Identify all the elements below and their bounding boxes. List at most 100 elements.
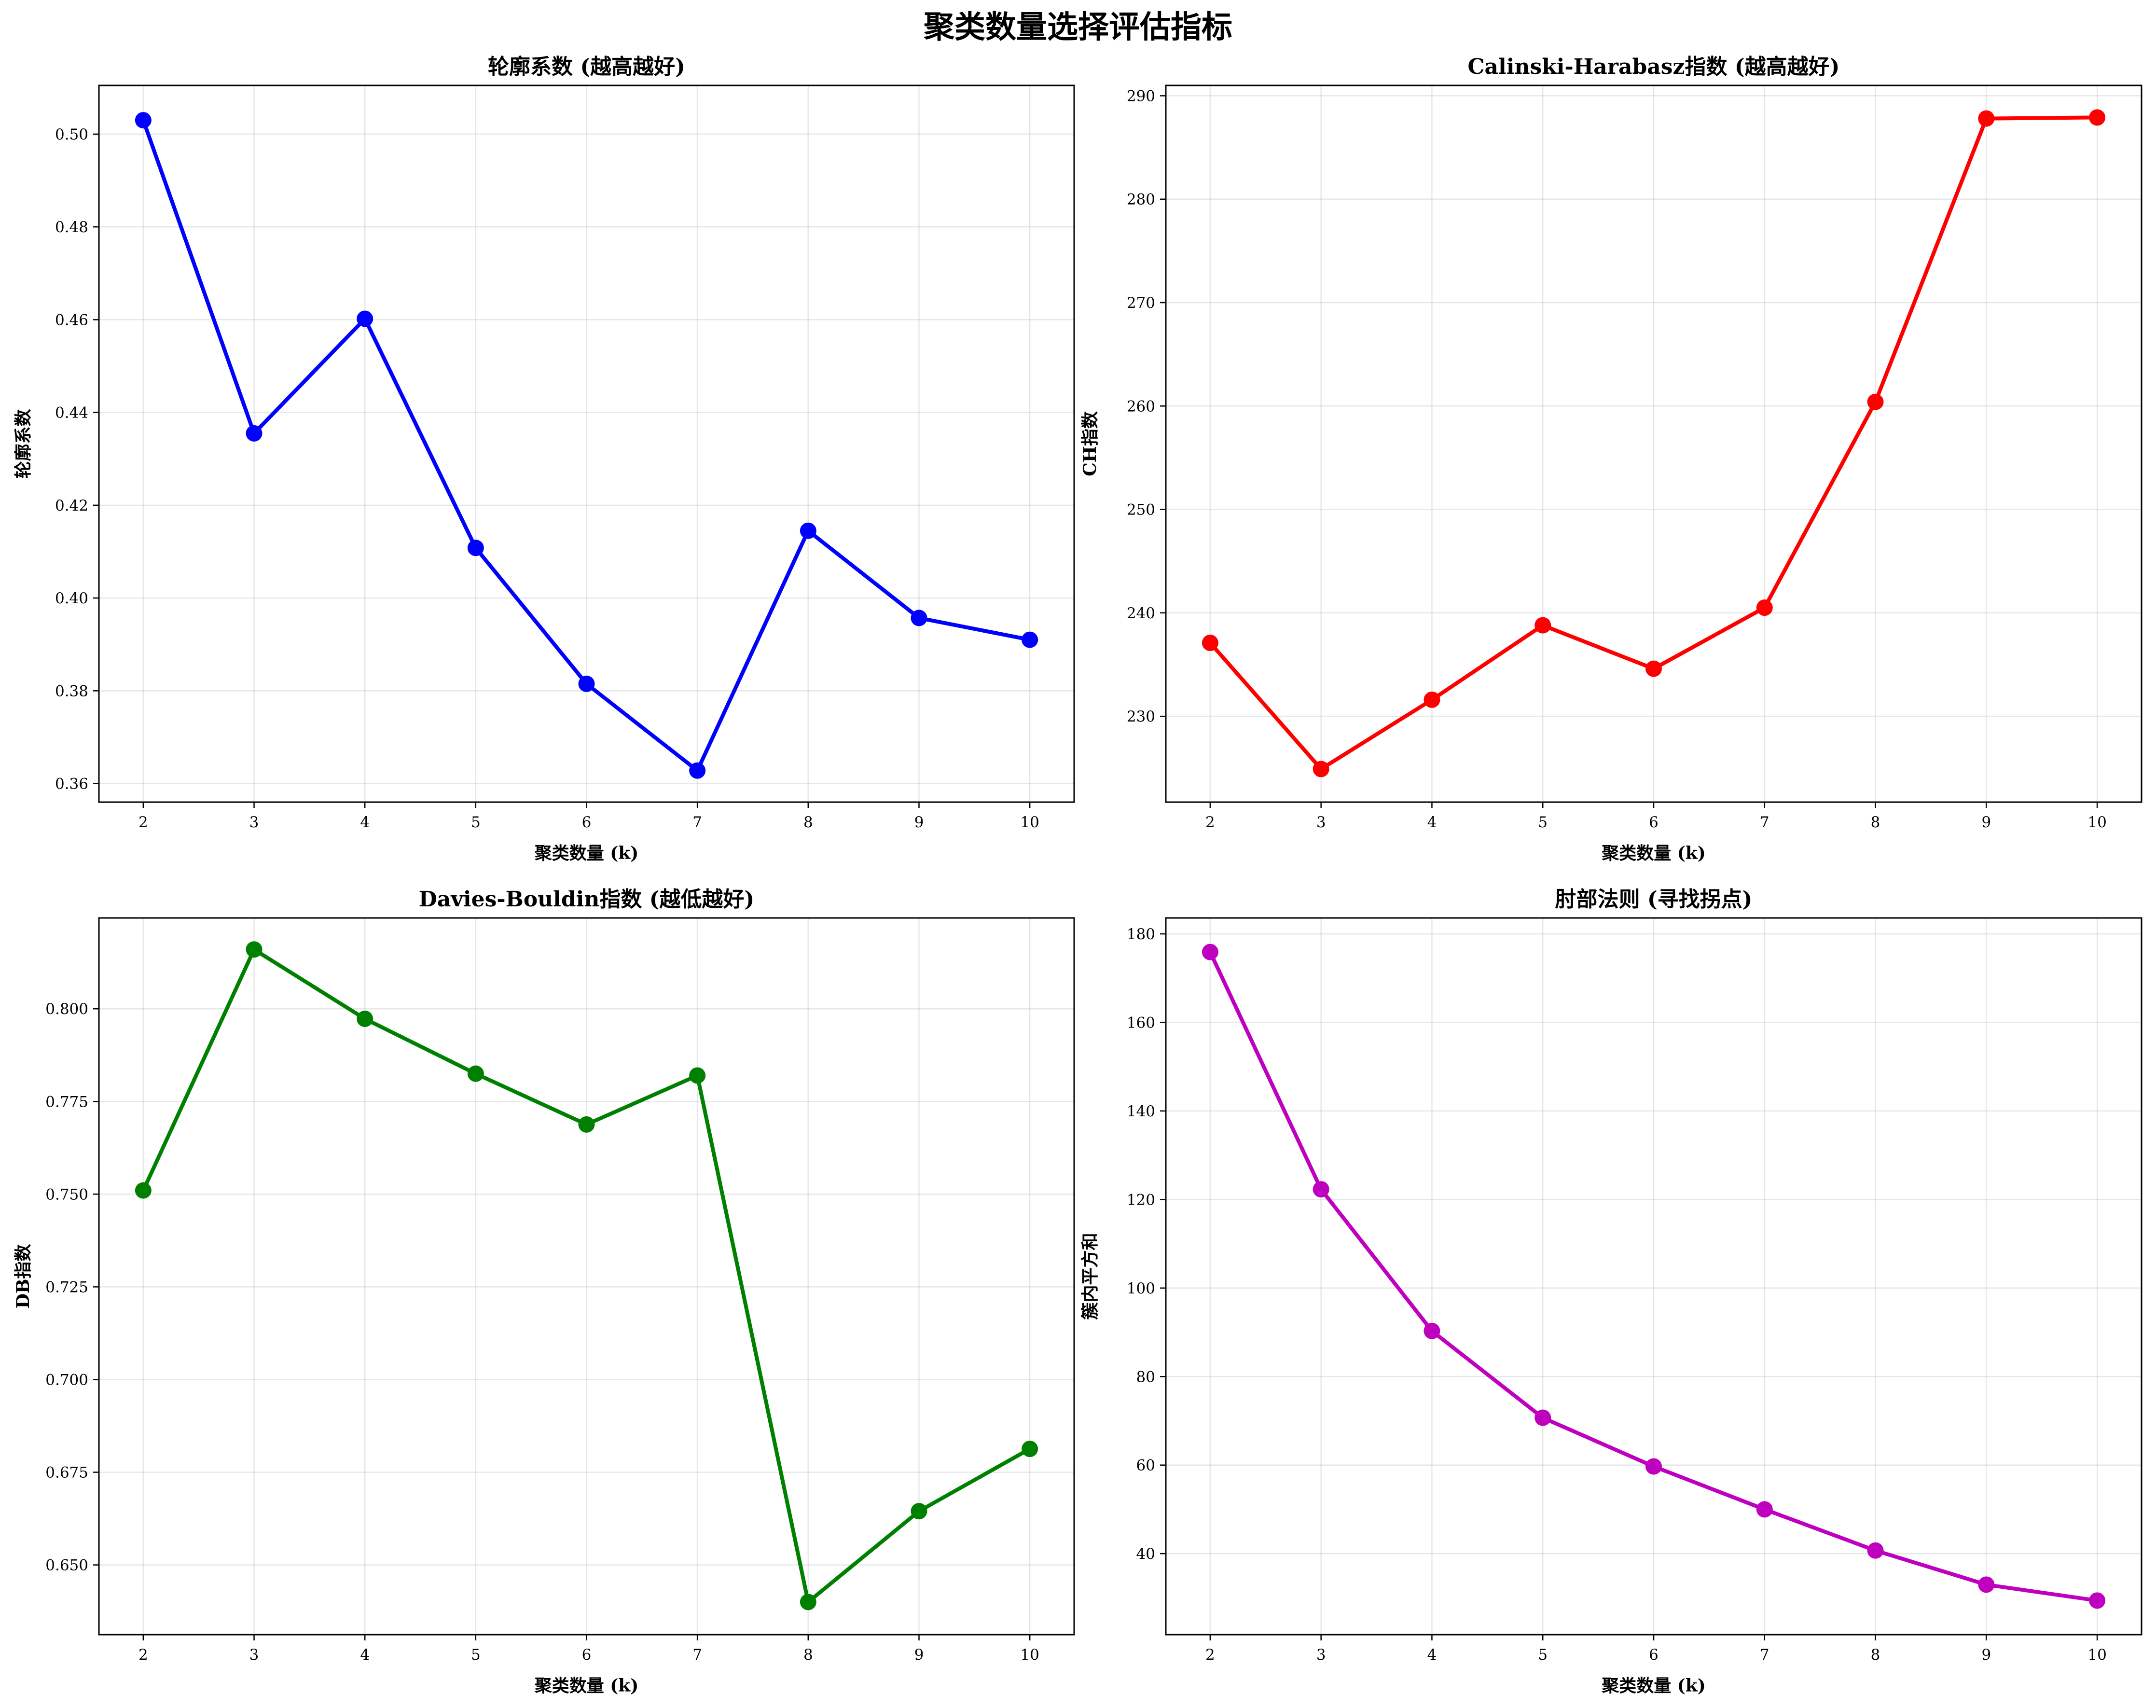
x-tick-label: 2 [138, 814, 148, 831]
y-axis-label: CH指数 [1080, 411, 1100, 476]
x-tick-label: 9 [1981, 1646, 1991, 1664]
data-point [2089, 109, 2106, 126]
data-point [246, 425, 263, 442]
subplot-title: Calinski-Harabasz指数 (越高越好) [1468, 55, 1840, 79]
data-point [800, 1594, 816, 1611]
y-tick-label: 280 [1127, 191, 1155, 208]
x-tick-label: 8 [803, 1646, 813, 1664]
data-point [135, 112, 152, 129]
axes-frame [98, 84, 1075, 803]
x-tick-label: 10 [1020, 814, 1039, 831]
x-tick-label: 6 [582, 1646, 592, 1664]
x-axis-label: 聚类数量 (k) [534, 843, 639, 863]
data-point [1313, 761, 1329, 778]
y-tick-label: 140 [1127, 1103, 1155, 1120]
y-tick-label: 100 [1127, 1280, 1155, 1297]
y-tick-label: 260 [1127, 398, 1155, 415]
y-tick-label: 0.700 [45, 1371, 88, 1389]
data-point [1978, 1576, 1995, 1593]
data-point [1756, 1501, 1773, 1518]
y-axis-label: 轮廓系数 [13, 409, 33, 478]
data-point [1534, 617, 1551, 634]
y-tick-label: 80 [1136, 1368, 1155, 1386]
data-point [1978, 110, 1995, 127]
data-point [1022, 1441, 1038, 1458]
x-tick-label: 9 [914, 814, 924, 831]
data-point [689, 1067, 706, 1084]
data-point [246, 941, 263, 958]
y-tick-label: 290 [1127, 87, 1155, 105]
x-tick-label: 7 [692, 814, 702, 831]
grid [1166, 85, 2142, 802]
x-tick-label: 7 [1760, 1646, 1769, 1664]
x-tick-label: 7 [692, 1646, 702, 1664]
data-point [467, 1065, 484, 1082]
data-point [911, 1503, 927, 1520]
y-tick-label: 0.775 [45, 1093, 88, 1111]
data-point [578, 1116, 595, 1133]
x-tick-label: 8 [1871, 1646, 1880, 1664]
y-tick-label: 270 [1127, 294, 1155, 312]
subplot-davies-bouldin: Davies-Bouldin指数 (越低越好) 聚类数量 (k) DB指数 2 3… [13, 887, 1075, 1696]
y-tick-label: 0.38 [55, 682, 88, 700]
y-tick-label: 0.46 [55, 311, 88, 329]
data-point [1202, 635, 1218, 651]
y-tick-label: 0.36 [55, 776, 88, 793]
data-point [1645, 660, 1662, 677]
data-point [1202, 944, 1218, 960]
x-tick-label: 9 [914, 1646, 924, 1664]
y-tick-label: 60 [1136, 1457, 1155, 1474]
data-point [1424, 691, 1440, 708]
plot-area: 2 3 4 5 6 7 8 9 10 230 240 250 260 270 280 290 [1127, 84, 2142, 831]
x-tick-label: 5 [1538, 814, 1548, 831]
x-tick-label: 10 [2087, 814, 2106, 831]
y-tick-label: 230 [1127, 708, 1155, 725]
subplot-calinski-harabasz: Calinski-Harabasz指数 (越高越好) 聚类数量 (k) CH指数… [1080, 55, 2142, 863]
x-tick-label: 6 [1649, 814, 1658, 831]
y-tick-label: 0.800 [45, 1000, 88, 1018]
x-tick-label: 4 [360, 1646, 370, 1664]
data-point [357, 310, 373, 327]
y-axis-label: 簇内平方和 [1080, 1233, 1100, 1319]
subplot-silhouette: 轮廓系数 (越高越好) 聚类数量 (k) 轮廓系数 2 3 4 5 6 7 8 9 10 0.36… [13, 55, 1075, 863]
y-tick-label: 0.725 [45, 1278, 88, 1296]
y-axis-label: DB指数 [13, 1244, 33, 1309]
plot-area: 2 3 4 5 6 7 8 9 10 0.650 0.675 0.700 0.725 0.750 0.775… [45, 917, 1075, 1664]
x-tick-label: 8 [803, 814, 813, 831]
x-tick-label: 2 [138, 1646, 148, 1664]
data-point [1756, 599, 1773, 616]
y-tick-label: 0.50 [55, 126, 88, 143]
data-point [1022, 631, 1038, 648]
x-tick-label: 6 [582, 814, 592, 831]
data-point [357, 1010, 373, 1027]
y-tick-label: 0.675 [45, 1464, 88, 1482]
y-tick-label: 120 [1127, 1191, 1155, 1208]
x-tick-label: 4 [1427, 1646, 1437, 1664]
y-tick-label: 0.750 [45, 1186, 88, 1203]
x-tick-label: 7 [1760, 814, 1769, 831]
y-tick-label: 0.48 [55, 219, 88, 236]
x-tick-label: 10 [2087, 1646, 2106, 1664]
data-point [2089, 1592, 2106, 1609]
subplot-elbow: 肘部法则 (寻找拐点) 聚类数量 (k) 簇内平方和 2 3 4 5 6 7 8 9 10 40 6… [1080, 887, 2142, 1696]
subplot-title: 肘部法则 (寻找拐点) [1555, 887, 1753, 912]
y-tick-label: 0.44 [55, 404, 88, 422]
plot-area: 2 3 4 5 6 7 8 9 10 0.36 0.38 0.40 0.42 0.44 0.46 0.48 0.… [55, 84, 1075, 831]
subplot-title: 轮廓系数 (越高越好) [488, 55, 685, 79]
axes-frame [1165, 917, 2142, 1636]
x-tick-label: 2 [1205, 1646, 1215, 1664]
data-point [1645, 1458, 1662, 1475]
x-tick-label: 5 [471, 1646, 481, 1664]
data-point [800, 522, 816, 539]
x-tick-label: 3 [249, 814, 259, 831]
x-tick-label: 5 [1538, 1646, 1548, 1664]
data-point [689, 762, 706, 779]
data-point [135, 1182, 152, 1199]
x-tick-label: 10 [1020, 1646, 1039, 1664]
x-tick-label: 4 [360, 814, 370, 831]
y-tick-label: 240 [1127, 605, 1155, 622]
axes-frame [98, 917, 1075, 1636]
data-point [1867, 1542, 1884, 1559]
x-tick-label: 4 [1427, 814, 1437, 831]
